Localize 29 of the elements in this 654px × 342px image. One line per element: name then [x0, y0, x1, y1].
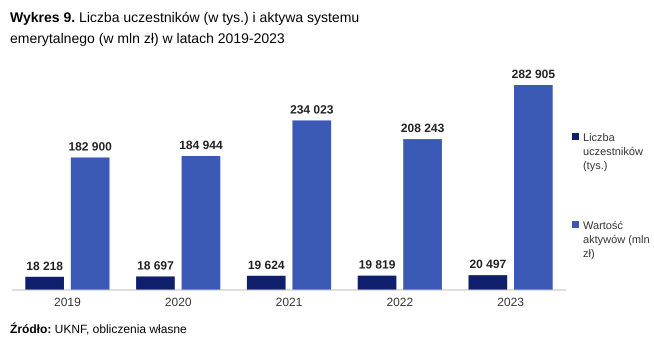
- data-label: 234 023: [290, 102, 334, 116]
- bar: [246, 276, 286, 290]
- x-tick-label: 2020: [164, 295, 192, 309]
- data-label: 19 624: [248, 258, 285, 272]
- x-tick-label: 2019: [54, 295, 82, 309]
- data-label: 208 243: [400, 121, 445, 136]
- bar: [292, 120, 332, 290]
- chart-title: Wykres 9. Liczba uczestników (w tys.) i aktywa systemu emerytalnego (w mln zł) w latach 2019-2023: [10, 9, 360, 46]
- bar: [182, 156, 220, 290]
- data-label: 282 905: [512, 67, 556, 81]
- data-label: 19 819: [358, 258, 396, 272]
- bar: [25, 276, 64, 290]
- legend-label: Liczba uczestników (tys.): [583, 132, 643, 172]
- x-tick-label: 2022: [386, 295, 414, 309]
- data-label: 20 497: [469, 257, 507, 272]
- x-tick-label: 2021: [276, 295, 303, 309]
- bar: [403, 139, 442, 290]
- bar: [468, 275, 508, 290]
- data-label: 182 900: [68, 139, 112, 154]
- x-tick-label: 2023: [497, 295, 524, 309]
- bar: [70, 157, 110, 290]
- data-label: 184 944: [179, 138, 223, 152]
- bar: [514, 85, 553, 290]
- data-label: 18 697: [137, 258, 174, 272]
- data-label: 18 218: [26, 258, 64, 273]
- legend-label: Wartość aktywów (mln zł): [583, 220, 650, 260]
- bar: [358, 276, 396, 290]
- bar: [136, 276, 175, 290]
- text: Źródło: UKNF, obliczenia własne: [10, 322, 188, 336]
